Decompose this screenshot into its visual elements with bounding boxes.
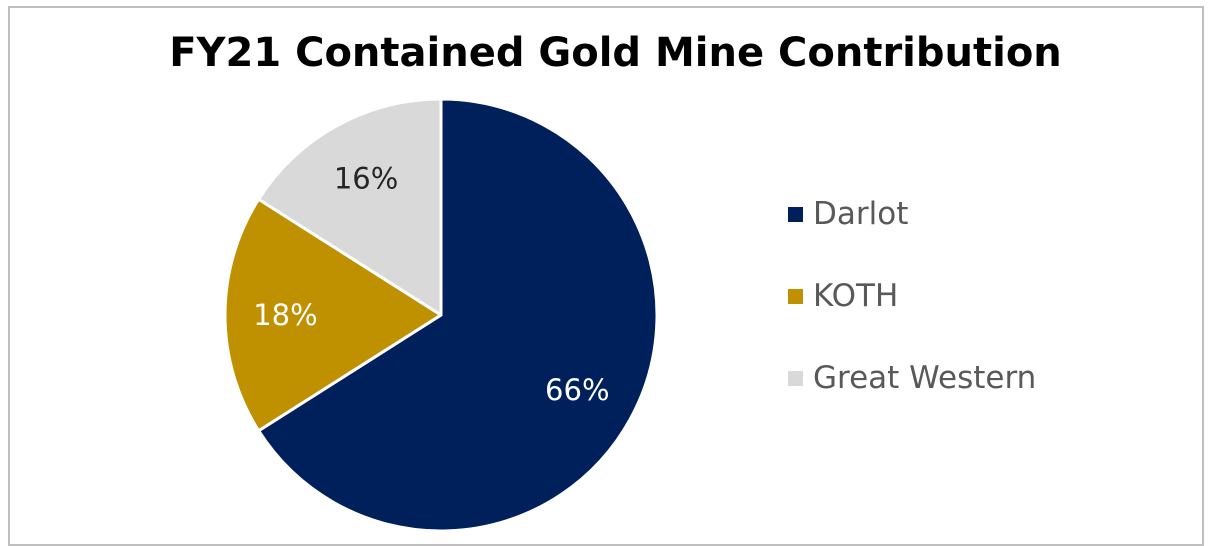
data-label-darlot: 66% — [545, 373, 609, 407]
legend-label: KOTH — [813, 278, 899, 314]
legend-swatch — [788, 370, 803, 386]
pie-slice-darlot — [257, 97, 659, 533]
data-label-koth: 18% — [253, 298, 317, 332]
data-label-great-western: 16% — [334, 162, 398, 196]
chart-title: FY21 Contained Gold Mine Contribution — [169, 30, 1062, 76]
legend-item-darlot: Darlot — [788, 190, 1036, 238]
legend-swatch — [788, 288, 803, 304]
legend-label: Darlot — [813, 196, 909, 232]
legend-item-great-western: Great Western — [788, 354, 1036, 402]
legend-label: Great Western — [813, 360, 1037, 396]
legend-swatch — [788, 206, 803, 222]
legend-item-koth: KOTH — [788, 272, 1036, 320]
pie-slice-great-western — [257, 97, 443, 317]
legend: Darlot KOTH Great Western — [788, 190, 1036, 436]
pie-slice-koth — [223, 197, 443, 433]
